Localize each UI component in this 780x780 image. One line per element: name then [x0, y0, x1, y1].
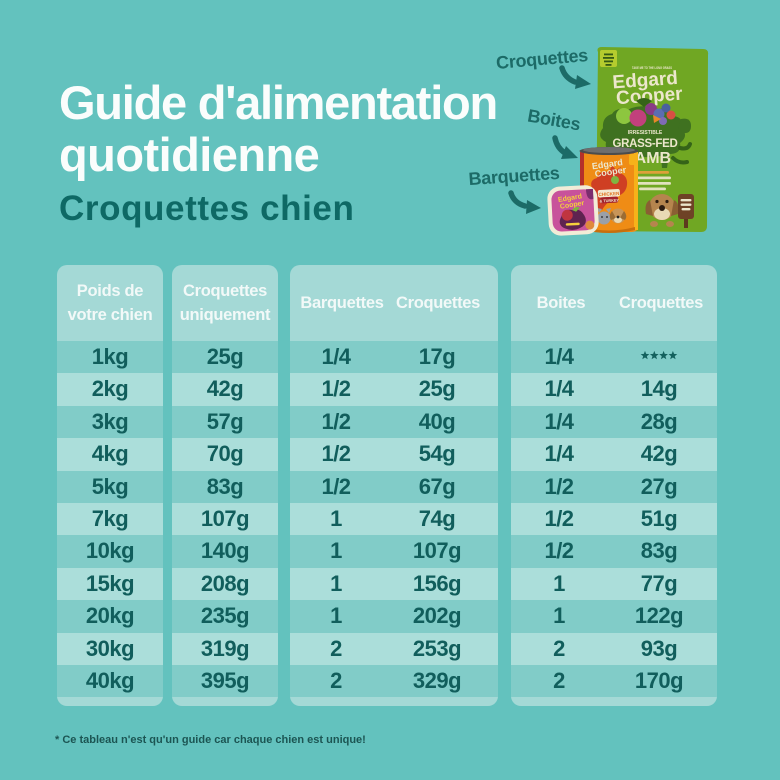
svg-text:Edgard: Edgard	[558, 193, 583, 204]
svg-text:& TURKEY: & TURKEY	[600, 198, 620, 203]
svg-text:TAKE ME TO THE LONG GRASS: TAKE ME TO THE LONG GRASS	[632, 66, 672, 70]
svg-text:Cooper: Cooper	[594, 165, 627, 179]
svg-text:Boites: Boites	[526, 106, 582, 135]
svg-text:IRRESISTIBLE: IRRESISTIBLE	[628, 130, 663, 136]
svg-text:Barquettes: Barquettes	[468, 163, 560, 189]
svg-text:Croquettes: Croquettes	[495, 45, 589, 73]
svg-text:Edgard: Edgard	[612, 68, 679, 94]
svg-text:GRASS-FED: GRASS-FED	[612, 138, 677, 150]
svg-text:Cooper: Cooper	[559, 200, 585, 211]
svg-text:Edgard: Edgard	[591, 157, 623, 171]
svg-text:CHICKEN: CHICKEN	[598, 191, 620, 197]
